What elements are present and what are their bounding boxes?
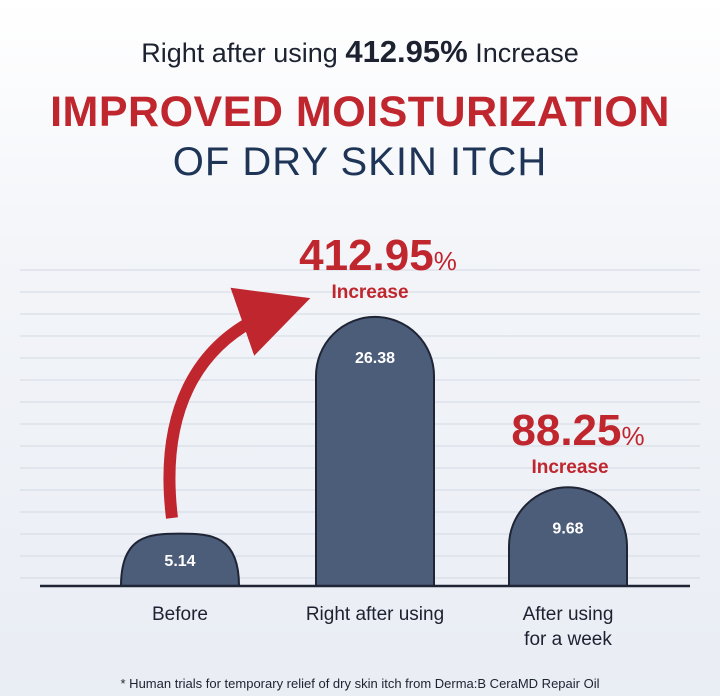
increase-arrow-icon (163, 287, 311, 519)
increase-label: Increase (531, 457, 608, 478)
bar (315, 316, 435, 587)
headline: Right after using 412.95% Increase (0, 34, 720, 70)
bar-value-label: 5.14 (164, 553, 195, 570)
bars (119, 316, 628, 587)
headline-highlight: 412.95% (345, 34, 468, 69)
page-title: IMPROVED MOISTURIZATION (50, 88, 670, 136)
increase-percent-label: 412.95% (299, 231, 457, 280)
bar (508, 486, 628, 587)
headline-lead: Right after using (141, 38, 338, 68)
increase-percent-label: 88.25% (511, 406, 644, 455)
category-label: After using (523, 604, 614, 625)
bar (119, 532, 241, 587)
bar-value-label: 9.68 (552, 520, 583, 537)
labels: 5.14 Before 26.38 Right after using 9.68 Afte… (152, 231, 645, 650)
category-label: Right after using (306, 604, 444, 625)
page-subtitle: OF DRY SKIN ITCH (172, 140, 548, 184)
increase-label: Increase (331, 282, 408, 303)
category-label: for a week (524, 629, 612, 650)
bar-value-label: 26.38 (355, 350, 395, 367)
footnote: * Human trials for temporary relief of d… (120, 676, 600, 691)
headline-trail: Increase (475, 38, 579, 68)
category-label: Before (152, 604, 208, 625)
